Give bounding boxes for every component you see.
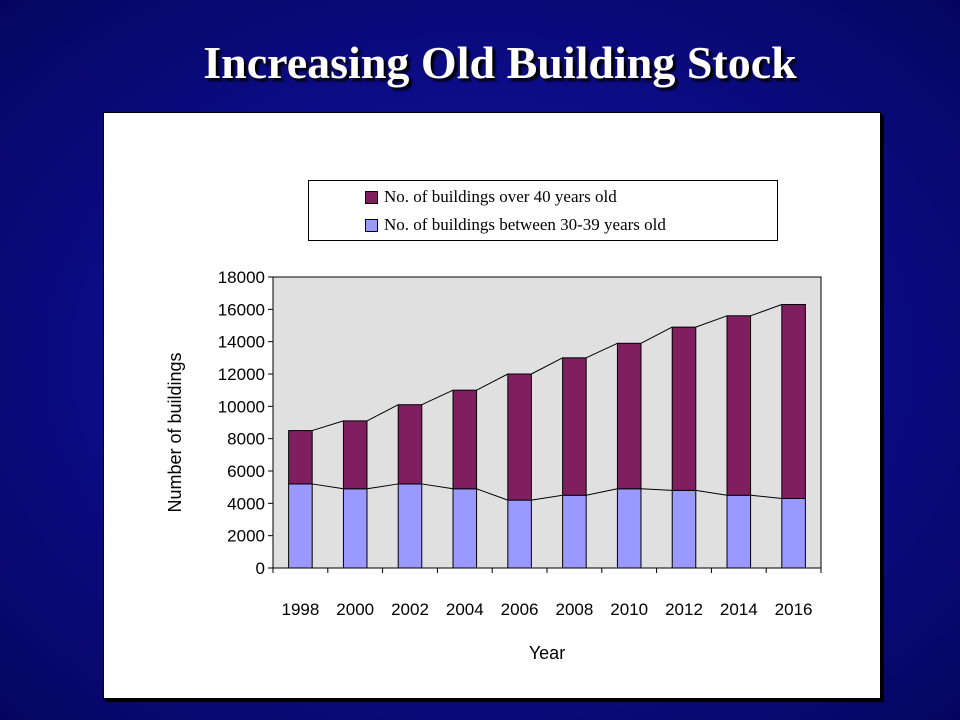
bar-over-40	[562, 357, 587, 496]
bar-30-39	[507, 499, 532, 569]
series-line	[366, 483, 399, 490]
series-line	[640, 326, 673, 344]
x-tick-label: 2016	[775, 600, 813, 619]
bar-over-40	[452, 389, 478, 490]
y-tick-label: 18000	[218, 268, 265, 287]
bar-30-39	[342, 488, 368, 569]
x-axis-title: Year	[529, 643, 565, 663]
x-tick-label: 2006	[501, 600, 539, 619]
x-tick-label: 2012	[665, 600, 703, 619]
bar-30-39	[671, 489, 697, 569]
bar-over-40	[671, 326, 697, 491]
x-tick-label: 2008	[555, 600, 593, 619]
slide-title: Increasing Old Building Stock	[203, 37, 797, 88]
y-axis-title: Number of buildings	[165, 352, 185, 512]
legend-label-over-40: No. of buildings over 40 years old	[384, 187, 617, 206]
series-line	[695, 315, 728, 328]
legend-item-30-39: No. of buildings between 30-39 years old	[365, 214, 666, 236]
bar-over-40	[781, 303, 806, 499]
x-tick-label: 2002	[391, 600, 429, 619]
bar-over-40	[726, 315, 752, 496]
y-tick-label: 6000	[227, 462, 265, 481]
y-tick-label: 16000	[218, 300, 265, 319]
y-tick-label: 2000	[227, 527, 265, 546]
series-line	[476, 488, 508, 501]
series-line	[750, 304, 782, 317]
bar-30-39	[397, 483, 423, 569]
series-line	[750, 494, 782, 499]
x-tick-label: 2014	[720, 600, 758, 619]
x-tick-label: 1998	[281, 600, 319, 619]
series-line	[586, 488, 618, 496]
bar-30-39	[616, 488, 642, 569]
series-line	[312, 420, 344, 432]
bar-over-40	[616, 342, 642, 490]
legend-swatch-30-39	[365, 218, 378, 232]
series-line	[585, 342, 618, 359]
y-tick-label: 10000	[218, 397, 265, 416]
series-line	[366, 404, 399, 422]
y-tick-label: 0	[256, 559, 265, 578]
chart-panel: 0 2000 4000 6000 8000 10000 12000 14000 16000 180…	[103, 112, 881, 699]
bar-over-40	[342, 420, 368, 490]
series-line	[312, 483, 344, 490]
series-line	[531, 494, 563, 501]
chart-legend: No. of buildings over 40 years old No. o…	[308, 180, 778, 241]
y-tick-label: 8000	[227, 430, 265, 449]
bar-30-39	[288, 483, 313, 569]
y-tick-label: 12000	[218, 365, 265, 384]
y-tick-label: 4000	[227, 494, 265, 513]
y-tick-label: 14000	[218, 333, 265, 352]
bar-over-40	[397, 404, 423, 485]
x-tick-label: 2000	[336, 600, 374, 619]
stacked-bar-chart: 0 2000 4000 6000 8000 10000 12000 14000 16000 180…	[165, 268, 822, 663]
x-tick-label: 2004	[446, 600, 484, 619]
x-tick-label: 2010	[610, 600, 648, 619]
bar-30-39	[562, 494, 587, 569]
series-line	[640, 488, 673, 491]
series-line	[421, 483, 454, 490]
bar-over-40	[288, 430, 313, 485]
legend-item-over-40: No. of buildings over 40 years old	[365, 186, 617, 208]
legend-swatch-over-40	[365, 190, 378, 204]
bar-30-39	[452, 488, 478, 569]
legend-label-30-39: No. of buildings between 30-39 years old	[384, 215, 666, 234]
bar-over-40	[507, 373, 532, 501]
series-line	[421, 389, 454, 406]
series-line	[476, 373, 509, 391]
bar-30-39	[726, 494, 752, 569]
series-line	[531, 357, 563, 375]
bar-30-39	[781, 497, 806, 569]
series-line	[695, 489, 728, 496]
